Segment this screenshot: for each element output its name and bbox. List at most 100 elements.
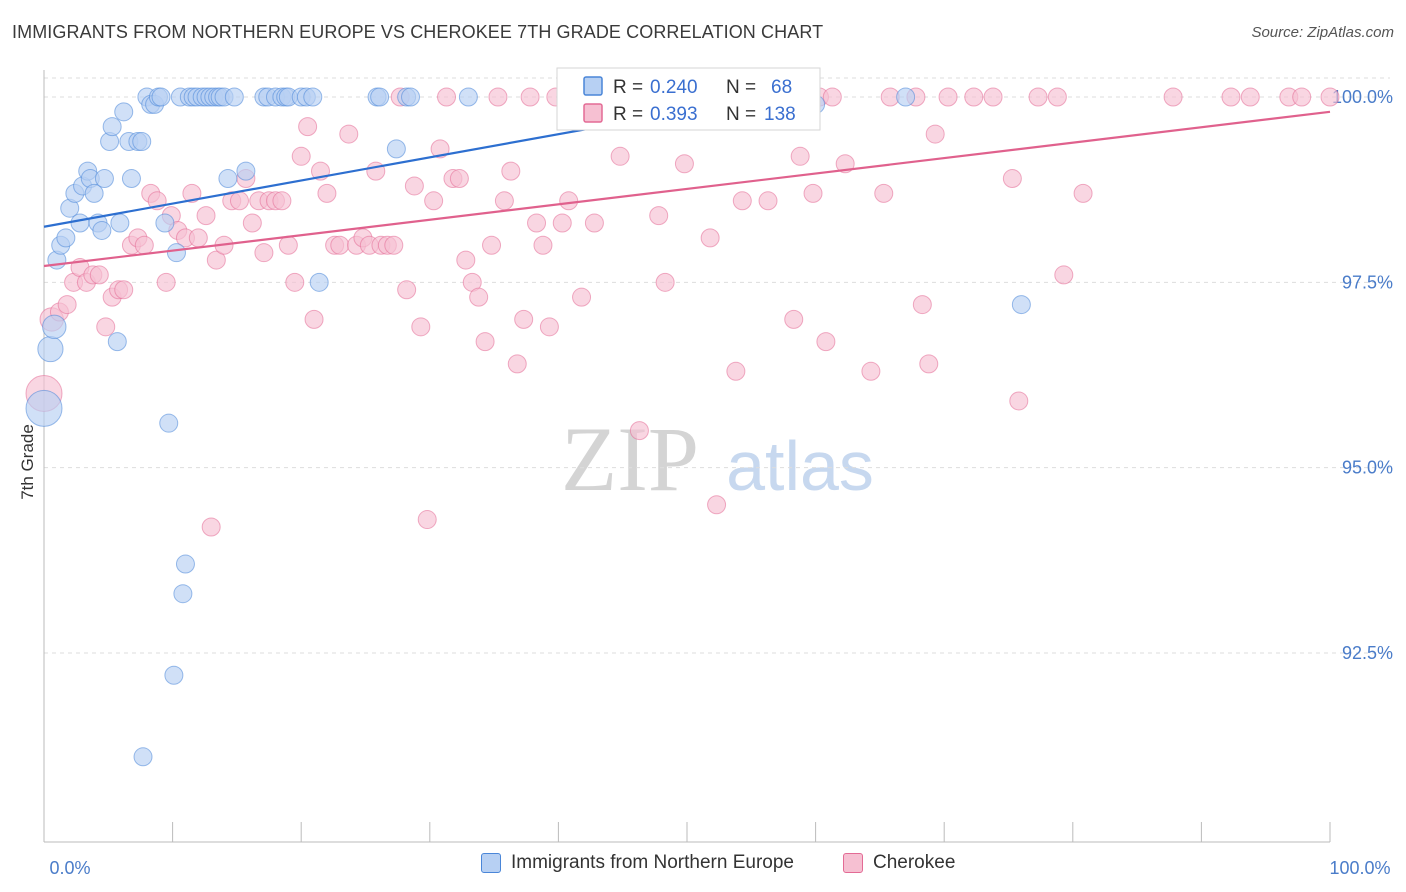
scatter-point (404, 176, 424, 196)
stats-r-value-blue: 0.240 (650, 77, 698, 98)
scatter-point (218, 169, 238, 189)
scatter-point (151, 87, 171, 107)
scatter-point (1221, 87, 1241, 107)
y-tick-labels: 100.0% 97.5% 95.0% 92.5% (1332, 87, 1393, 663)
y-tick-label: 100.0% (1332, 87, 1393, 107)
scatter-point (874, 183, 894, 203)
scatter-point (156, 272, 176, 292)
scatter-point (37, 335, 64, 363)
scatter-point (370, 87, 390, 107)
scatter-point (114, 102, 134, 122)
x-tick-label-min: 0.0% (49, 858, 90, 878)
scatter-point (134, 235, 154, 255)
scatter-point (386, 139, 406, 159)
scatter-point (501, 161, 521, 181)
scatter-point (175, 554, 195, 574)
scatter-point (166, 243, 186, 263)
scatter-point (803, 183, 823, 203)
scatter-point (1028, 87, 1048, 107)
legend-item-northern-europe: Immigrants from Northern Europe (481, 852, 794, 874)
scatter-point (278, 235, 298, 255)
scatter-point (121, 169, 141, 189)
scatter-point (784, 309, 804, 329)
scatter-point (649, 206, 669, 226)
scatter-point (317, 183, 337, 203)
scatter-point (330, 235, 350, 255)
scatter-point (89, 265, 109, 285)
scatter-point (254, 243, 274, 263)
scatter-point (1002, 169, 1022, 189)
scatter-point (1292, 87, 1312, 107)
scatter-point (102, 117, 122, 137)
scatter-point (533, 235, 553, 255)
scatter-point (816, 332, 836, 352)
scatter-point (94, 169, 114, 189)
scatter-point (559, 191, 579, 211)
scatter-point (424, 191, 444, 211)
scatter-point (456, 250, 476, 270)
scatter-point (896, 87, 916, 107)
scatter-point (964, 87, 984, 107)
scatter-point (397, 280, 417, 300)
legend-item-cherokee: Cherokee (843, 852, 955, 874)
scatter-point (572, 287, 592, 307)
scatter-point (458, 87, 478, 107)
scatter-point (132, 131, 152, 151)
scatter-point (861, 361, 881, 381)
scatter-point (822, 87, 842, 107)
scatter-point (417, 510, 437, 530)
scatter-point (84, 183, 104, 203)
x-tick-label-max: 100.0% (1329, 858, 1390, 878)
chart-title: IMMIGRANTS FROM NORTHERN EUROPE VS CHERO… (12, 22, 824, 42)
scatter-point (236, 161, 256, 181)
scatter-point (224, 87, 244, 107)
scatter-point (494, 191, 514, 211)
scatter-point (339, 124, 359, 144)
scatter-point (700, 228, 720, 248)
scatter-point (469, 287, 489, 307)
scatter-point (304, 309, 324, 329)
stats-swatch-pink (583, 103, 603, 123)
scatter-point (726, 361, 746, 381)
scatter-point (835, 154, 855, 174)
legend-label-cherokee: Cherokee (873, 852, 956, 873)
scatter-point (1047, 87, 1067, 107)
scatter-point (629, 421, 649, 441)
y-axis-label: 7th Grade (18, 424, 37, 500)
scatter-point (437, 87, 457, 107)
stats-r-label-blue: R = (613, 77, 643, 98)
legend-swatch-pink (843, 853, 863, 873)
scatter-point (285, 272, 305, 292)
scatter-point (1320, 87, 1340, 107)
scatter-point (707, 495, 727, 515)
scatter-point (42, 314, 67, 340)
scatter-point (674, 154, 694, 174)
scatter-point (25, 389, 63, 427)
scatter-point (56, 228, 76, 248)
scatter-point (514, 309, 534, 329)
scatter-point (610, 146, 630, 166)
trend-line-pink (43, 110, 1331, 268)
scatter-point (164, 665, 184, 685)
scatter-point (107, 332, 127, 352)
scatter-point (110, 213, 130, 233)
scatter-point (1163, 87, 1183, 107)
scatter-point (520, 87, 540, 107)
stats-n-label-pink: N = (726, 104, 756, 125)
scatter-point (925, 124, 945, 144)
x-ticks (43, 822, 1331, 842)
series-northern-europe (25, 87, 1031, 767)
scatter-point (488, 87, 508, 107)
watermark: ZIP atlas (561, 408, 874, 510)
legend-swatch-blue (481, 853, 501, 873)
watermark-atlas: atlas (726, 427, 874, 505)
scatter-point (527, 213, 547, 233)
trend-lines (43, 110, 1331, 268)
scatter-point (1009, 391, 1029, 411)
scatter-point (1240, 87, 1260, 107)
stats-box: R = 0.240 N = 68 R = 0.393 N = 138 (556, 67, 821, 131)
scatter-point (92, 220, 112, 240)
watermark-zip: ZIP (561, 408, 699, 510)
scatter-point (201, 517, 221, 537)
scatter-point (114, 280, 134, 300)
